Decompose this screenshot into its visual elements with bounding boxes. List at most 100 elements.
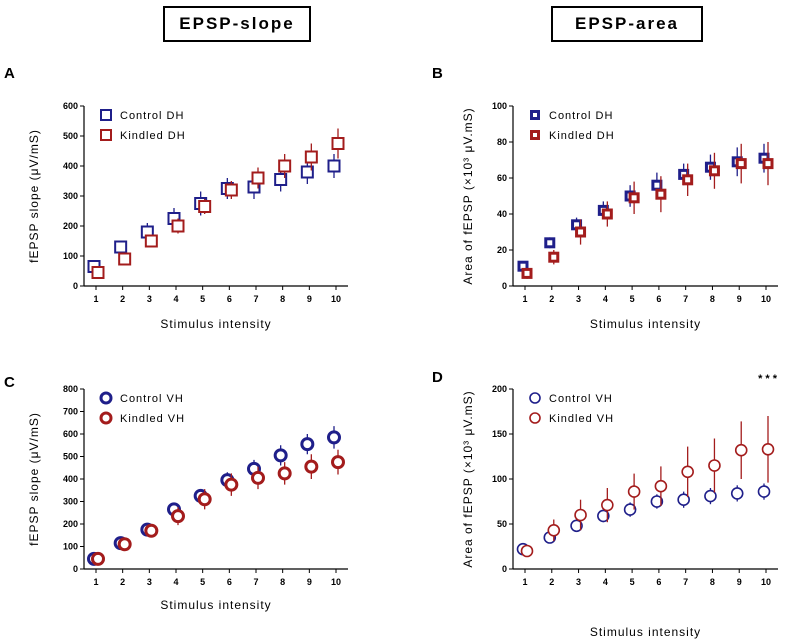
series-kindled bbox=[91, 128, 345, 279]
data-point bbox=[327, 159, 341, 173]
data-point bbox=[171, 219, 185, 233]
data-point bbox=[304, 150, 318, 164]
x-tick-label: 1 bbox=[93, 294, 98, 304]
data-point bbox=[757, 485, 771, 498]
legend-label: Control VH bbox=[120, 393, 184, 405]
y-tick-label: 200 bbox=[63, 221, 78, 231]
data-point bbox=[730, 487, 744, 500]
legend-label: Kindled DH bbox=[549, 130, 615, 142]
data-point bbox=[574, 508, 587, 522]
y-tick-label: 0 bbox=[502, 281, 507, 291]
y-tick-label: 50 bbox=[497, 519, 507, 529]
y-tick-label: 0 bbox=[73, 281, 78, 291]
x-tick-label: 2 bbox=[120, 294, 125, 304]
y-tick-label: 40 bbox=[497, 209, 507, 219]
data-point-center bbox=[578, 229, 584, 235]
data-point bbox=[331, 137, 345, 150]
panel-label: B bbox=[432, 65, 443, 82]
x-tick-label: 9 bbox=[737, 294, 742, 304]
legend-entry-kindled: Kindled DH bbox=[530, 130, 615, 142]
data-point-center bbox=[685, 177, 691, 183]
data-point bbox=[91, 266, 105, 279]
y-tick-label: 700 bbox=[63, 407, 78, 417]
data-point-center bbox=[631, 195, 637, 201]
data-point-center bbox=[604, 211, 610, 217]
x-tick-label: 3 bbox=[147, 294, 152, 304]
data-point bbox=[761, 442, 775, 456]
x-tick-label: 9 bbox=[737, 577, 742, 587]
legend-marker-center bbox=[533, 113, 537, 117]
data-point bbox=[677, 493, 690, 507]
y-tick-label: 100 bbox=[492, 101, 507, 111]
x-tick-label: 7 bbox=[253, 577, 258, 587]
x-tick-label: 7 bbox=[683, 294, 688, 304]
data-point bbox=[650, 495, 664, 508]
data-point bbox=[601, 498, 614, 512]
data-point bbox=[734, 443, 748, 457]
y-tick-label: 600 bbox=[63, 101, 78, 111]
x-tick-label: 5 bbox=[630, 294, 635, 304]
series-kindled bbox=[520, 416, 775, 558]
x-tick-label: 8 bbox=[710, 577, 715, 587]
legend-marker-center bbox=[533, 133, 537, 137]
y-tick-label: 100 bbox=[63, 542, 78, 552]
y-tick-label: 100 bbox=[63, 251, 78, 261]
x-tick-label: 9 bbox=[307, 577, 312, 587]
data-point bbox=[708, 459, 721, 472]
data-point-center bbox=[711, 168, 717, 174]
y-tick-label: 150 bbox=[492, 429, 507, 439]
data-point bbox=[570, 519, 583, 533]
data-point-center bbox=[654, 182, 660, 188]
legend-entry-kindled: Kindled DH bbox=[100, 129, 185, 142]
data-point bbox=[144, 523, 159, 538]
x-tick-label: 2 bbox=[120, 577, 125, 587]
y-tick-label: 400 bbox=[63, 474, 78, 484]
data-point bbox=[91, 551, 105, 566]
data-point bbox=[623, 503, 637, 516]
y-tick-label: 0 bbox=[73, 564, 78, 574]
legend-marker bbox=[100, 109, 112, 121]
data-point bbox=[304, 459, 319, 474]
data-point bbox=[681, 465, 694, 479]
data-point bbox=[251, 470, 265, 485]
x-tick-label: 4 bbox=[173, 294, 178, 304]
x-tick-label: 6 bbox=[656, 577, 661, 587]
y-tick-label: 500 bbox=[63, 452, 78, 462]
data-point bbox=[118, 252, 132, 266]
x-tick-label: 5 bbox=[200, 294, 205, 304]
data-point-center bbox=[551, 254, 557, 260]
panel-a: A 0 100 200 300 400 500 600 1 2 3 4 5 6 7 8 9 10 Stimulus … bbox=[4, 65, 348, 331]
header-epsp-area: EPSP-area bbox=[551, 6, 703, 42]
data-point bbox=[251, 171, 265, 185]
legend-marker bbox=[99, 391, 113, 405]
legend-entry-kindled: Kindled VH bbox=[529, 412, 613, 425]
legend-entry-kindled: Kindled VH bbox=[99, 411, 185, 425]
legend-label: Control VH bbox=[549, 393, 613, 405]
y-axis-label: fEPSP slope (μV/mS) bbox=[27, 412, 41, 546]
data-point bbox=[597, 509, 610, 523]
data-point bbox=[273, 448, 288, 463]
data-point bbox=[547, 523, 561, 537]
series-kindled bbox=[521, 142, 774, 279]
legend-label: Kindled VH bbox=[120, 413, 185, 425]
y-tick-label: 800 bbox=[63, 384, 78, 394]
x-tick-label: 8 bbox=[280, 577, 285, 587]
data-point bbox=[144, 234, 158, 248]
panel-label: D bbox=[432, 369, 443, 386]
data-point-center bbox=[765, 161, 771, 167]
x-axis-label: Stimulus intensity bbox=[160, 598, 271, 612]
data-point bbox=[704, 489, 717, 503]
x-tick-label: 10 bbox=[331, 577, 341, 587]
legend-label: Control DH bbox=[549, 110, 613, 122]
y-axis-label: Area of fEPSP (×10³ μV.mS) bbox=[461, 107, 475, 284]
x-tick-label: 1 bbox=[93, 577, 98, 587]
y-tick-label: 300 bbox=[63, 497, 78, 507]
legend-marker bbox=[99, 411, 113, 425]
data-point bbox=[171, 509, 185, 524]
x-tick-label: 4 bbox=[603, 577, 608, 587]
legend-marker bbox=[100, 129, 112, 141]
data-point bbox=[654, 479, 668, 493]
x-tick-label: 10 bbox=[761, 294, 771, 304]
x-tick-label: 2 bbox=[549, 577, 554, 587]
